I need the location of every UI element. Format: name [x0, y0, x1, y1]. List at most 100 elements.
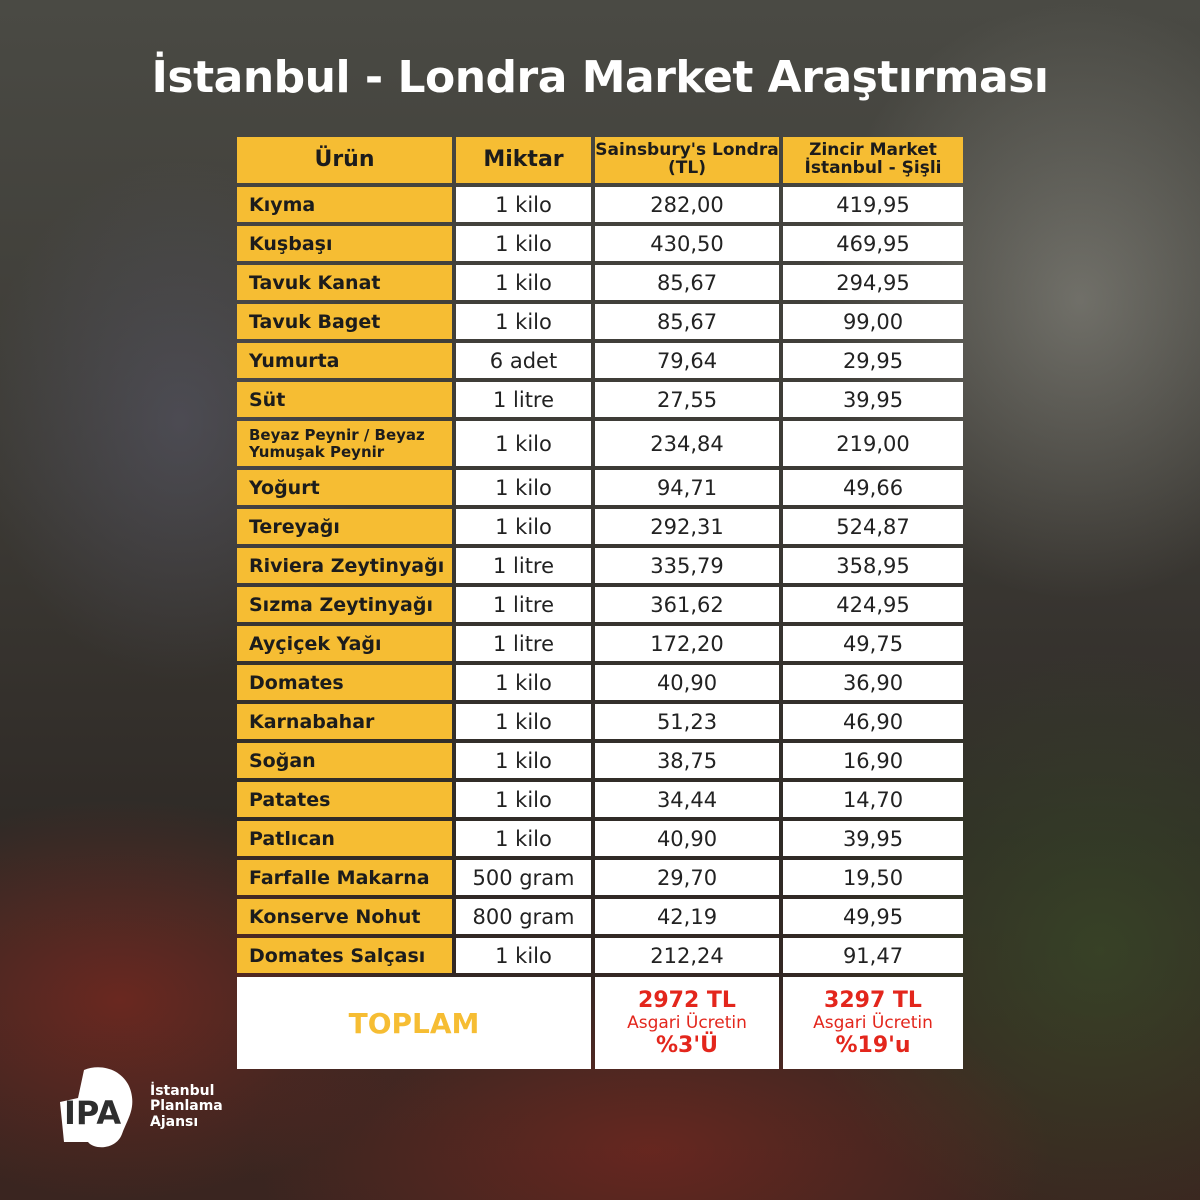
- quantity-cell: 1 kilo: [456, 665, 591, 700]
- london-price-cell: 42,19: [595, 899, 779, 934]
- product-cell: Domates: [237, 665, 452, 700]
- total-london-note: Asgari Ücretin: [627, 1013, 747, 1033]
- london-price-cell: 51,23: [595, 704, 779, 739]
- total-label: TOPLAM: [237, 977, 591, 1069]
- london-price-cell: 335,79: [595, 548, 779, 583]
- header-istanbul: Zincir Market İstanbul - Şişli: [783, 137, 963, 183]
- product-cell: Tereyağı: [237, 509, 452, 544]
- quantity-cell: 1 kilo: [456, 187, 591, 222]
- quantity-cell: 1 litre: [456, 626, 591, 661]
- london-price-cell: 172,20: [595, 626, 779, 661]
- product-cell: Kuşbaşı: [237, 226, 452, 261]
- london-price-cell: 361,62: [595, 587, 779, 622]
- price-table: Ürün Miktar Sainsbury's Londra (TL) Zinc…: [237, 137, 964, 1069]
- quantity-cell: 1 litre: [456, 382, 591, 417]
- london-price-cell: 40,90: [595, 665, 779, 700]
- total-istanbul: 3297 TL Asgari Ücretin %19'u: [783, 977, 963, 1069]
- product-cell: Tavuk Baget: [237, 304, 452, 339]
- quantity-cell: 1 litre: [456, 548, 591, 583]
- istanbul-price-cell: 49,95: [783, 899, 963, 934]
- quantity-cell: 1 kilo: [456, 782, 591, 817]
- quantity-cell: 1 kilo: [456, 938, 591, 973]
- london-price-cell: 85,67: [595, 304, 779, 339]
- product-cell: Süt: [237, 382, 452, 417]
- header-product: Ürün: [237, 137, 452, 183]
- istanbul-price-cell: 19,50: [783, 860, 963, 895]
- quantity-cell: 1 kilo: [456, 821, 591, 856]
- product-cell: Domates Salçası: [237, 938, 452, 973]
- london-price-cell: 29,70: [595, 860, 779, 895]
- page-title: İstanbul - Londra Market Araştırması: [151, 52, 1049, 103]
- quantity-cell: 6 adet: [456, 343, 591, 378]
- istanbul-price-cell: 29,95: [783, 343, 963, 378]
- london-price-cell: 282,00: [595, 187, 779, 222]
- istanbul-price-cell: 99,00: [783, 304, 963, 339]
- istanbul-price-cell: 219,00: [783, 421, 963, 466]
- product-cell: Yumurta: [237, 343, 452, 378]
- istanbul-price-cell: 469,95: [783, 226, 963, 261]
- london-price-cell: 292,31: [595, 509, 779, 544]
- istanbul-price-cell: 16,90: [783, 743, 963, 778]
- product-cell: Sızma Zeytinyağı: [237, 587, 452, 622]
- product-cell: Farfalle Makarna: [237, 860, 452, 895]
- logo-line-1: İstanbul: [150, 1082, 215, 1099]
- total-london-percent: %3'Ü: [656, 1033, 718, 1058]
- header-quantity: Miktar: [456, 137, 591, 183]
- istanbul-price-cell: 91,47: [783, 938, 963, 973]
- product-cell: Patates: [237, 782, 452, 817]
- logo-line-3: Ajansı: [150, 1113, 199, 1130]
- quantity-cell: 1 kilo: [456, 509, 591, 544]
- london-price-cell: 85,67: [595, 265, 779, 300]
- istanbul-price-cell: 419,95: [783, 187, 963, 222]
- quantity-cell: 1 kilo: [456, 421, 591, 466]
- product-cell: Kıyma: [237, 187, 452, 222]
- total-istanbul-percent: %19'u: [835, 1033, 911, 1058]
- london-price-cell: 38,75: [595, 743, 779, 778]
- london-price-cell: 212,24: [595, 938, 779, 973]
- istanbul-price-cell: 524,87: [783, 509, 963, 544]
- london-price-cell: 34,44: [595, 782, 779, 817]
- istanbul-price-cell: 49,75: [783, 626, 963, 661]
- london-price-cell: 79,64: [595, 343, 779, 378]
- total-london-amount: 2972 TL: [638, 988, 736, 1013]
- ipa-logo: IPA İstanbul Planlama Ajansı: [54, 1062, 223, 1152]
- istanbul-price-cell: 39,95: [783, 382, 963, 417]
- product-cell: Patlıcan: [237, 821, 452, 856]
- quantity-cell: 1 kilo: [456, 704, 591, 739]
- istanbul-price-cell: 36,90: [783, 665, 963, 700]
- product-cell: Soğan: [237, 743, 452, 778]
- product-cell: Karnabahar: [237, 704, 452, 739]
- istanbul-price-cell: 358,95: [783, 548, 963, 583]
- istanbul-price-cell: 49,66: [783, 470, 963, 505]
- total-london: 2972 TL Asgari Ücretin %3'Ü: [595, 977, 779, 1069]
- quantity-cell: 1 kilo: [456, 304, 591, 339]
- london-price-cell: 94,71: [595, 470, 779, 505]
- svg-text:IPA: IPA: [64, 1094, 121, 1132]
- london-price-cell: 430,50: [595, 226, 779, 261]
- quantity-cell: 1 litre: [456, 587, 591, 622]
- istanbul-price-cell: 39,95: [783, 821, 963, 856]
- product-cell: Beyaz Peynir / Beyaz Yumuşak Peynir: [237, 421, 452, 466]
- product-cell: Tavuk Kanat: [237, 265, 452, 300]
- product-cell: Ayçiçek Yağı: [237, 626, 452, 661]
- total-istanbul-amount: 3297 TL: [824, 988, 922, 1013]
- quantity-cell: 1 kilo: [456, 743, 591, 778]
- product-cell: Yoğurt: [237, 470, 452, 505]
- quantity-cell: 1 kilo: [456, 265, 591, 300]
- ipa-logo-mark: IPA: [54, 1062, 144, 1152]
- istanbul-price-cell: 424,95: [783, 587, 963, 622]
- istanbul-price-cell: 46,90: [783, 704, 963, 739]
- london-price-cell: 27,55: [595, 382, 779, 417]
- quantity-cell: 800 gram: [456, 899, 591, 934]
- london-price-cell: 234,84: [595, 421, 779, 466]
- istanbul-price-cell: 294,95: [783, 265, 963, 300]
- product-cell: Riviera Zeytinyağı: [237, 548, 452, 583]
- quantity-cell: 1 kilo: [456, 226, 591, 261]
- total-istanbul-note: Asgari Ücretin: [813, 1013, 933, 1033]
- logo-line-2: Planlama: [150, 1098, 223, 1115]
- quantity-cell: 500 gram: [456, 860, 591, 895]
- istanbul-price-cell: 14,70: [783, 782, 963, 817]
- quantity-cell: 1 kilo: [456, 470, 591, 505]
- product-cell: Konserve Nohut: [237, 899, 452, 934]
- london-price-cell: 40,90: [595, 821, 779, 856]
